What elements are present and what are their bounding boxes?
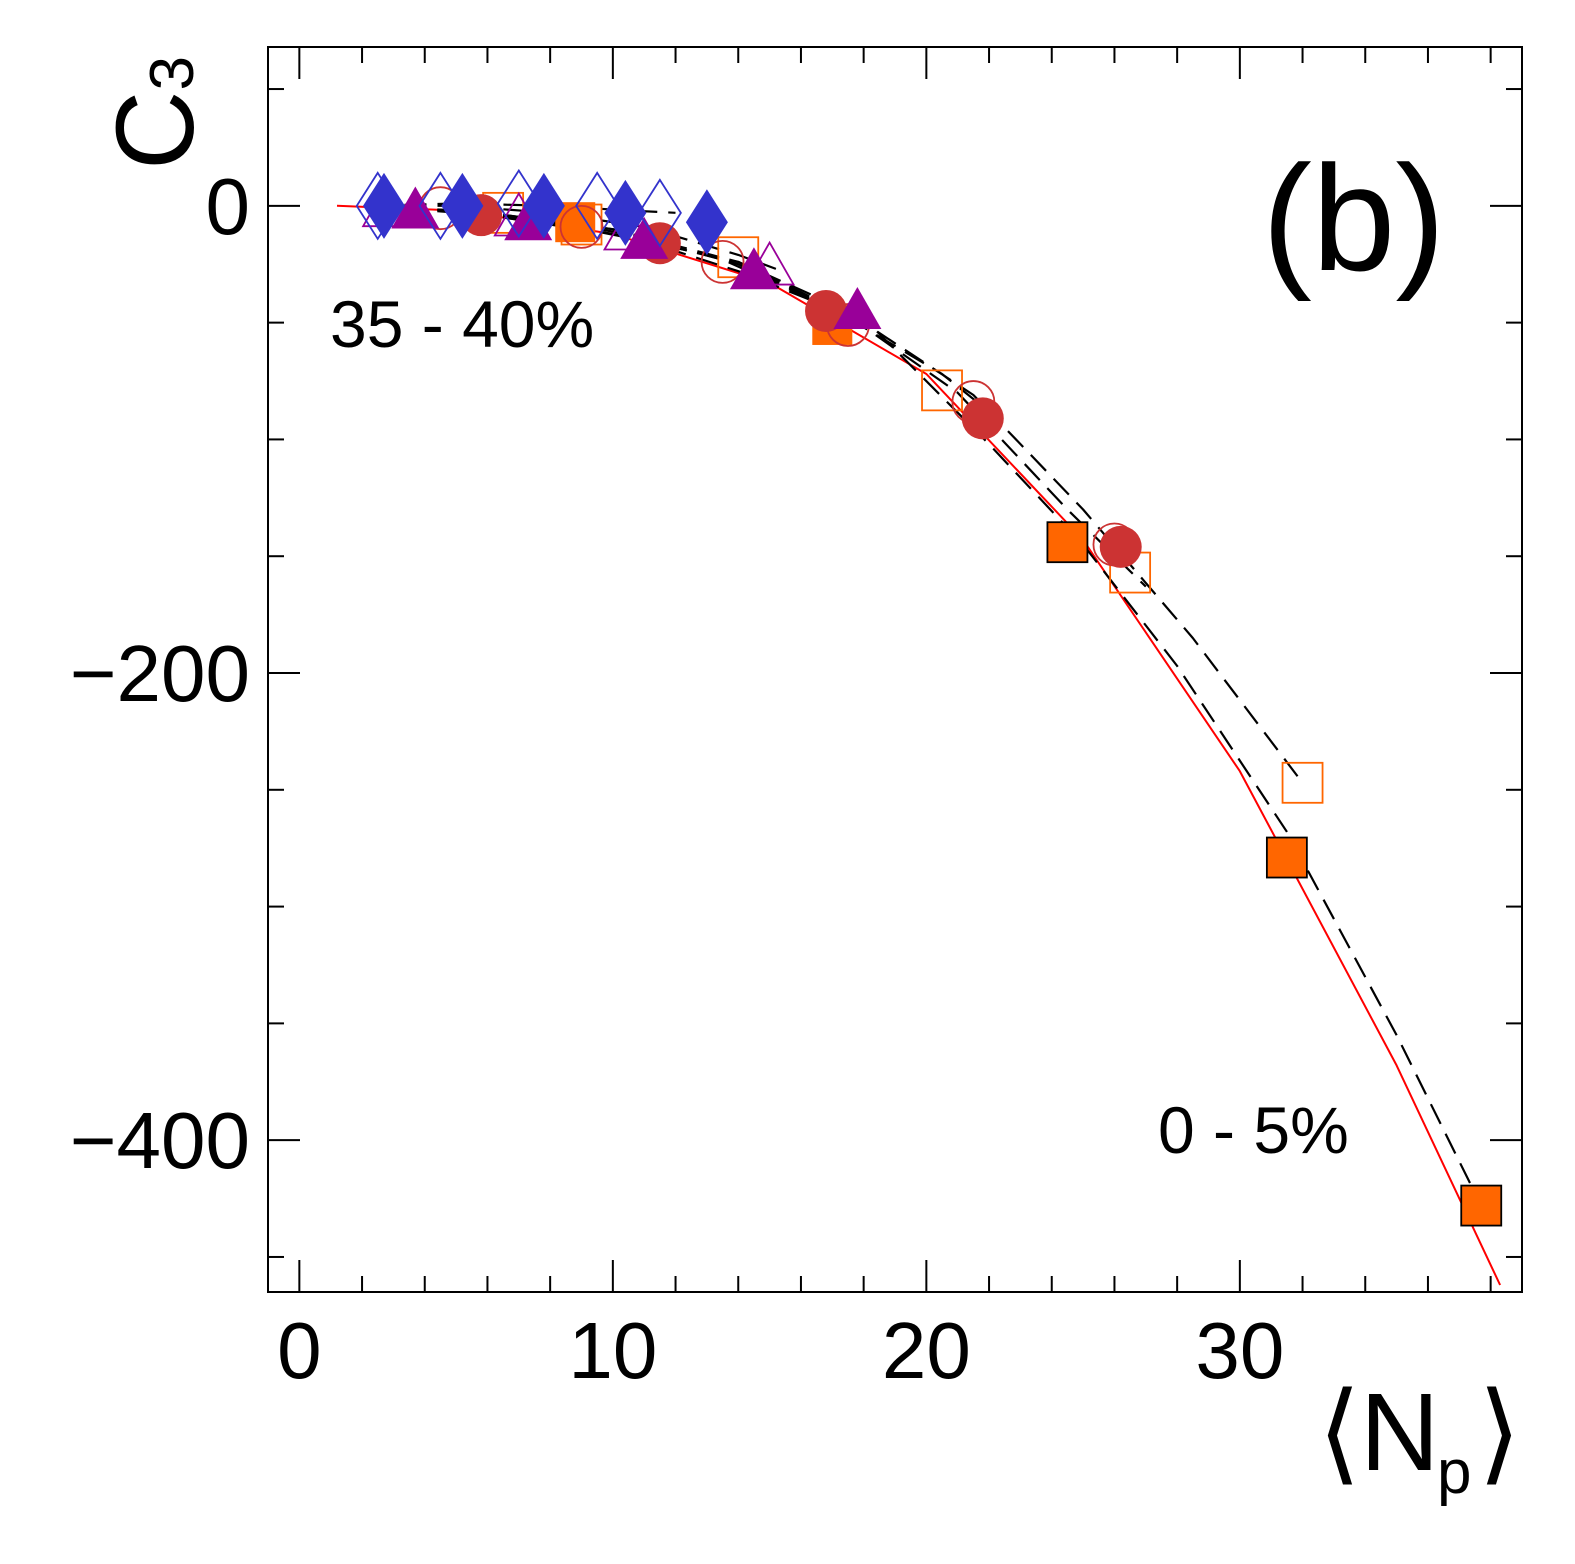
x-tick-label: 30 — [1195, 1306, 1284, 1395]
x-axis-title-open: ⟨ — [1318, 1371, 1361, 1494]
y-axis-title-sub: 3 — [138, 56, 207, 90]
y-tick-label: 0 — [206, 162, 251, 251]
black-square-open-point — [1046, 521, 1089, 564]
blue-diamond-filled-point — [522, 172, 565, 239]
red-circle-open-point — [559, 204, 604, 249]
x-axis-title-sub: p — [1437, 1438, 1471, 1507]
x-tick-label: 20 — [882, 1306, 971, 1395]
purple-triangle-filled-point — [729, 247, 778, 290]
orange-square-open-point — [921, 369, 963, 412]
x-tick-label: 0 — [277, 1306, 322, 1395]
blue-diamond-open-point — [637, 178, 682, 248]
purple-triangle-filled-point — [833, 286, 882, 329]
x-axis-title-close: ⟩ — [1478, 1371, 1521, 1494]
plot-frame — [267, 46, 1523, 1293]
orange-square-filled-point — [1461, 1185, 1502, 1226]
black-square-open-point — [1265, 836, 1308, 879]
axes: 0 10 20 30 0 −200 −400 — [70, 47, 1522, 1395]
x-axis-title-main: N — [1360, 1371, 1439, 1494]
blue-diamond-filled-point — [362, 172, 405, 239]
red-circle-filled-point — [1099, 525, 1142, 568]
orange-square-open-point — [1281, 761, 1324, 804]
blue-diamond-filled-point — [604, 179, 647, 246]
data-markers — [355, 168, 1503, 1227]
annotation-top: 35 - 40% — [330, 287, 594, 361]
red-circle-filled-point — [805, 289, 848, 332]
y-tick-label: −200 — [70, 629, 250, 718]
y-tick-label: −400 — [70, 1096, 250, 1185]
blue-diamond-open-point — [575, 171, 620, 241]
annotation-bottom: 0 - 5% — [1158, 1093, 1349, 1167]
red-circle-open-point — [700, 239, 745, 284]
y-axis-title-main: C — [94, 91, 217, 170]
purple-triangle-filled-point — [620, 216, 669, 259]
panel-label: (b) — [1262, 134, 1445, 302]
y-axis-title: C3 — [94, 56, 217, 170]
blue-diamond-filled-point — [685, 189, 728, 256]
black-square-open-point — [1460, 1184, 1503, 1227]
orange-square-filled-point — [1047, 522, 1088, 563]
x-axis-title: ⟨ N p ⟩ — [1318, 1371, 1521, 1507]
red-circle-filled-point — [961, 397, 1004, 440]
x-tick-label: 10 — [568, 1306, 657, 1395]
orange-square-filled-point — [1266, 837, 1307, 878]
blue-diamond-filled-point — [441, 172, 484, 239]
